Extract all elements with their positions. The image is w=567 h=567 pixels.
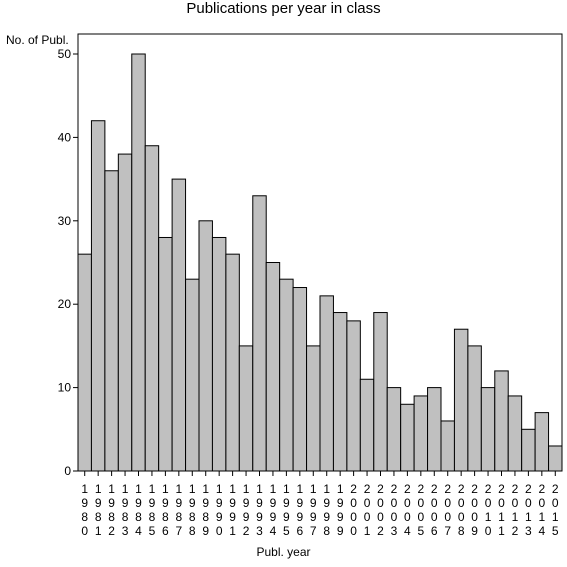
- bar-2008: [453, 328, 469, 472]
- bar-2010: [480, 387, 496, 472]
- bar-1999: [332, 312, 348, 472]
- y-tick-label: 10: [58, 381, 72, 395]
- bar-2003: [386, 387, 402, 472]
- bar-2012: [507, 395, 523, 472]
- y-tick-label: 30: [58, 214, 72, 228]
- bar-2007: [440, 420, 455, 472]
- bar-2011: [494, 370, 509, 472]
- bar-1980: [77, 253, 92, 472]
- bar-2006: [427, 387, 442, 472]
- y-tick-label: 0: [64, 464, 71, 478]
- bar-1982: [104, 170, 119, 472]
- bar-1990: [211, 236, 227, 472]
- bar-1985: [144, 145, 160, 472]
- y-tick-label: 40: [58, 130, 72, 144]
- bar-2013: [521, 428, 536, 472]
- bar-1996: [292, 287, 308, 472]
- bar-1981: [90, 120, 106, 472]
- bar-1995: [279, 278, 294, 472]
- bar-2014: [534, 412, 550, 472]
- bar-1984: [131, 53, 146, 472]
- y-axis-label: No. of Publ.: [6, 33, 69, 47]
- bar-2000: [346, 320, 361, 472]
- x-axis-label: Publ. year: [256, 545, 311, 559]
- bar-1989: [198, 220, 213, 472]
- bar-1994: [265, 262, 281, 472]
- bar-1988: [185, 278, 200, 472]
- chart-title: Publications per year in class: [186, 0, 381, 17]
- bar-1986: [158, 236, 173, 472]
- bar-1992: [238, 345, 254, 472]
- bar-1993: [252, 195, 267, 472]
- bars-group: [77, 53, 563, 472]
- bar-2015: [548, 445, 563, 472]
- bar-1983: [117, 153, 133, 472]
- bar-1987: [171, 178, 187, 472]
- plot-frame: [77, 33, 563, 472]
- y-tick-label: 20: [58, 297, 72, 311]
- x-axis-ticks: 1 9 8 0 1 9 8 1 1 9 8 2 1 9 8 3 1 9 8 4 1 9 8 5 1 9 8 6 1 9 8 7 1 9 8 8 1 9 8 9…: [81, 471, 559, 538]
- bar-1998: [319, 295, 334, 472]
- bar-2009: [467, 345, 482, 472]
- y-tick-label: 50: [58, 47, 72, 61]
- bar-2002: [373, 312, 388, 472]
- bar-2004: [400, 403, 415, 472]
- bar-1997: [306, 345, 321, 472]
- bar-2001: [359, 378, 375, 472]
- y-axis: 0 10 20 30 40 50: [58, 47, 78, 478]
- bar-2005: [413, 395, 429, 472]
- bar-1991: [225, 253, 240, 472]
